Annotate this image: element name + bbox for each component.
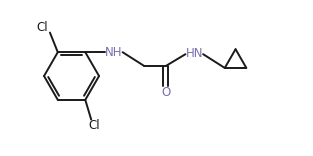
Text: O: O xyxy=(161,86,171,99)
Text: NH: NH xyxy=(105,46,122,59)
Text: Cl: Cl xyxy=(36,21,48,34)
Text: HN: HN xyxy=(186,47,203,60)
Text: Cl: Cl xyxy=(88,119,100,132)
